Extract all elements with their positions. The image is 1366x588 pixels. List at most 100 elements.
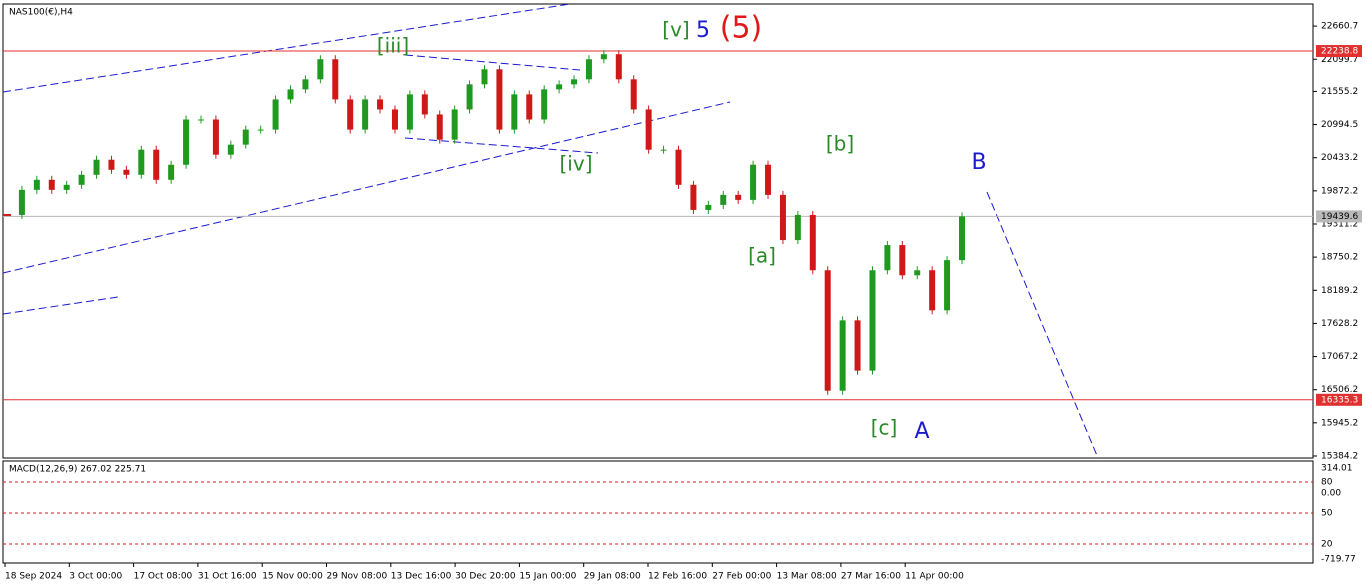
candle [18,189,25,215]
wave-label: B [971,150,986,175]
candle [675,149,682,185]
y-tick-label: 15384.2 [1321,451,1358,461]
candle [317,59,324,80]
candle [809,214,816,271]
macd-levels [3,481,1313,545]
y-tick-label: 15945.2 [1321,418,1358,428]
macd-panel [2,460,1314,564]
candle [33,179,40,190]
candle [78,174,85,185]
level-label: 19439.6 [1321,212,1358,222]
candle [690,184,697,210]
trendline [2,296,119,315]
candle [302,79,309,90]
y-tick-label: 17628.2 [1321,319,1358,329]
trendline [404,137,599,154]
candle [929,270,936,311]
candle [466,84,473,110]
candle [362,99,369,130]
price-panel [2,3,1314,459]
x-tick-label: 29 Jan 08:00 [584,572,641,582]
candle [436,114,443,140]
x-tick-label: 11 Apr 00:00 [905,572,964,582]
candle [272,99,279,130]
y-tick-label: 16506.2 [1321,385,1358,395]
x-tick-label: 27 Mar 16:00 [841,572,901,582]
wave-label: (5) [720,11,763,46]
candle [406,94,413,130]
candle [257,129,264,131]
trendline [2,101,731,274]
y-tick-label: 20433.2 [1321,153,1358,163]
candle [93,159,100,175]
candle [391,109,398,130]
level-tag [1316,210,1362,223]
candle [645,109,652,150]
x-tick-label: 15 Nov 00:00 [262,572,323,582]
x-tick-label: 30 Dec 20:00 [455,572,516,582]
candle [227,144,234,155]
candle [526,94,533,120]
y-tick-label: 22660.7 [1321,22,1358,32]
candle [123,169,130,175]
y-tick-label: 18750.2 [1321,253,1358,263]
candle [242,129,249,145]
y-tick-label: 19311.2 [1321,219,1358,229]
candle [168,164,175,180]
trendline [986,191,1099,459]
wave-label: A [914,419,929,444]
candle [153,149,160,180]
candle [496,69,503,130]
candle [481,69,488,85]
candle [600,54,607,60]
macd-axis-label: 80 [1321,478,1333,488]
candle [720,194,727,205]
macd-axis-label: -719.77 [1321,555,1356,565]
macd-axis-label: 20 [1321,540,1333,550]
candle [585,59,592,80]
level-tag [1316,393,1362,406]
x-tick-label: 31 Oct 16:00 [198,572,257,582]
x-tick-label: 29 Nov 08:00 [327,572,388,582]
candle [615,54,622,80]
candle [197,119,204,121]
candle [660,149,667,151]
x-tick-label: 18 Sep 2024 [5,572,62,582]
x-tick-label: 13 Mar 08:00 [777,572,837,582]
y-tick-label: 18189.2 [1321,286,1358,296]
x-tick-label: 12 Feb 16:00 [648,572,707,582]
candle [794,214,801,241]
candle [705,204,712,210]
candle [824,270,831,391]
wave-label: [iv] [560,152,593,176]
candle [750,164,757,200]
candle [212,119,219,155]
candle [884,245,891,271]
candle [914,270,921,276]
candle [765,164,772,195]
x-tick-label: 3 Oct 00:00 [69,572,122,582]
level-label: 16335.3 [1321,395,1358,405]
macd-label: MACD(12,26,9) 267.02 225.71 [9,465,146,475]
wave-label: [a] [748,244,776,268]
candle [869,270,876,371]
symbol-label: NAS100(€),H4 [9,8,73,18]
y-tick-label: 17067.2 [1321,352,1358,362]
candle [511,94,518,130]
candle [630,79,637,110]
candle [779,194,786,241]
candle [541,89,548,120]
x-tick-label: 17 Oct 08:00 [134,572,193,582]
candle [63,184,70,190]
candle [347,99,354,130]
y-tick-label: 22099.7 [1321,55,1358,65]
candle [183,119,190,165]
trendlines [2,3,1099,459]
macd-axis-label: 314.01 [1321,464,1353,474]
wave-label: [c] [871,416,898,440]
y-tick-label: 20994.5 [1321,120,1358,130]
x-tick-label: 27 Feb 00:00 [712,572,771,582]
level-tag [1316,45,1362,58]
candle [854,320,861,371]
